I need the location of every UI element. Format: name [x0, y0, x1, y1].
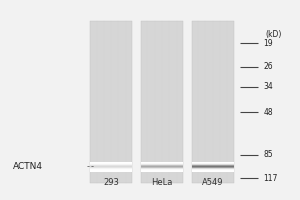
Text: --: --: [86, 162, 96, 171]
Text: 48: 48: [263, 108, 273, 117]
Bar: [90, 21, 132, 183]
Text: ACTN4: ACTN4: [13, 162, 43, 171]
Text: (kD): (kD): [265, 30, 281, 39]
Bar: [192, 21, 234, 183]
Text: 34: 34: [263, 82, 273, 91]
Text: 293: 293: [103, 178, 119, 187]
Text: HeLa: HeLa: [151, 178, 172, 187]
Text: 117: 117: [263, 174, 278, 183]
Bar: [141, 21, 183, 183]
Text: 26: 26: [263, 62, 273, 71]
Bar: [240, 1, 299, 199]
Text: 19: 19: [263, 39, 273, 48]
Text: A549: A549: [202, 178, 224, 187]
Text: 85: 85: [263, 150, 273, 159]
